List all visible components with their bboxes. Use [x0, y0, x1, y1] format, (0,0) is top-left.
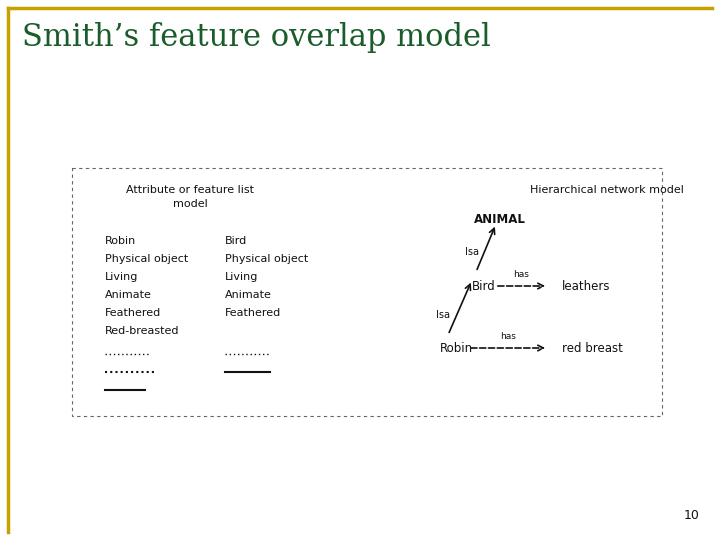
Text: Red-breasted: Red-breasted	[105, 326, 179, 336]
Bar	[72, 168, 662, 416]
Text: Isa: Isa	[436, 310, 450, 320]
Text: has: has	[513, 270, 529, 279]
Text: has: has	[500, 332, 516, 341]
Text: Living: Living	[105, 272, 138, 282]
Text: Isa: Isa	[465, 247, 479, 257]
Text: Bird: Bird	[225, 236, 247, 246]
Text: leathers: leathers	[562, 280, 611, 293]
Text: Feathered: Feathered	[225, 308, 282, 318]
Text: Robin: Robin	[440, 341, 473, 354]
Text: Hierarchical network model: Hierarchical network model	[530, 185, 684, 195]
Text: 10: 10	[684, 509, 700, 522]
Text: Smith’s feature overlap model: Smith’s feature overlap model	[22, 22, 491, 53]
Text: red breast: red breast	[562, 341, 623, 354]
Text: Animate: Animate	[105, 290, 152, 300]
Text: Feathered: Feathered	[105, 308, 161, 318]
Text: Animate: Animate	[225, 290, 272, 300]
Text: ANIMAL: ANIMAL	[474, 213, 526, 226]
Text: Living: Living	[225, 272, 258, 282]
Text: Physical object: Physical object	[105, 254, 188, 264]
Text: Attribute or feature list
model: Attribute or feature list model	[126, 185, 254, 209]
Text: Physical object: Physical object	[225, 254, 308, 264]
Text: Bird: Bird	[472, 280, 496, 293]
Text: Robin: Robin	[105, 236, 136, 246]
